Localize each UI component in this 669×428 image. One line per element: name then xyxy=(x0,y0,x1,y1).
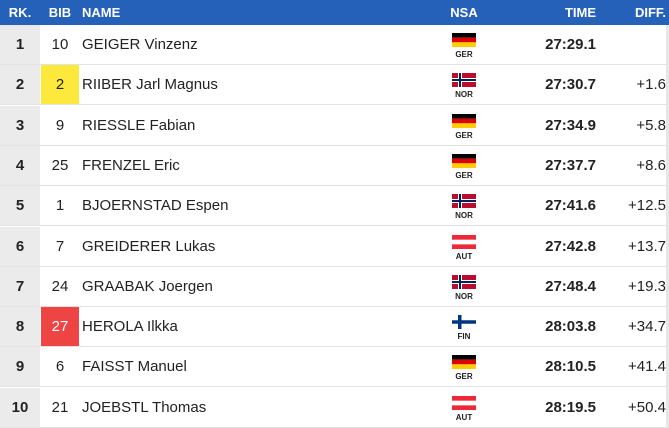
germany-flag-icon xyxy=(452,153,476,168)
table-row[interactable]: 9 6 FAISST Manuel GER 28:10.5 +41.4 xyxy=(0,347,669,388)
diff-cell: +50.4 xyxy=(628,398,666,416)
diff-cell: +12.5 xyxy=(628,197,666,215)
diff-cell: +41.4 xyxy=(628,358,666,376)
nsa-code: FIN xyxy=(457,332,471,342)
athlete-name[interactable]: HEROLA Ilkka xyxy=(82,318,178,336)
bib-cell: 6 xyxy=(55,358,65,376)
diff-cell: +1.6 xyxy=(636,76,666,94)
time-cell: 27:42.8 xyxy=(545,237,596,255)
time-cell: 27:37.7 xyxy=(545,156,596,174)
table-row[interactable]: 3 9 RIESSLE Fabian GER 27:34.9 +5.8 xyxy=(0,105,669,146)
rank-column-header[interactable]: RK. xyxy=(8,5,32,20)
bib-cell: 27 xyxy=(41,307,79,347)
austria-flag-icon xyxy=(452,234,476,249)
time-cell: 28:03.8 xyxy=(545,318,596,336)
germany-flag-icon xyxy=(452,33,476,47)
diff-cell: +8.6 xyxy=(636,156,666,174)
time-cell: 27:48.4 xyxy=(545,277,596,295)
rank-cell: 2 xyxy=(0,65,40,105)
table-row[interactable]: 6 7 GREIDERER Lukas AUT 27:42.8 +13.7 xyxy=(0,226,669,267)
rank-cell: 4 xyxy=(0,145,40,185)
nsa-code: NOR xyxy=(455,211,473,221)
bib-cell: 1 xyxy=(55,197,65,215)
table-header: RK. BIB NAME NSA TIME DIFF. xyxy=(0,0,669,25)
time-cell: 27:34.9 xyxy=(545,116,596,134)
bib-cell: 10 xyxy=(51,36,69,53)
time-cell: 28:10.5 xyxy=(545,358,596,376)
nsa-code: NOR xyxy=(455,90,473,100)
bib-cell: 25 xyxy=(51,156,69,174)
norway-flag-icon xyxy=(452,194,476,209)
finland-flag-icon xyxy=(452,315,476,330)
rank-cell: 6 xyxy=(0,226,40,266)
nsa-code: GER xyxy=(455,372,473,382)
bib-column-header[interactable]: BIB xyxy=(48,5,72,20)
time-cell: 27:29.1 xyxy=(545,36,596,53)
scrollbar-track[interactable] xyxy=(666,25,669,428)
table-row[interactable]: 4 25 FRENZEL Eric GER 27:37.7 +8.6 xyxy=(0,145,669,186)
athlete-name[interactable]: GREIDERER Lukas xyxy=(82,237,216,255)
athlete-name[interactable]: FAISST Manuel xyxy=(82,358,187,376)
diff-cell xyxy=(596,25,666,64)
table-row[interactable]: 10 21 JOEBSTL Thomas AUT 28:19.5 +50.4 xyxy=(0,387,669,428)
rank-cell: 7 xyxy=(0,266,40,306)
rank-cell: 1 xyxy=(0,25,40,64)
name-column-header[interactable]: NAME xyxy=(82,5,121,20)
athlete-name[interactable]: GEIGER Vinzenz xyxy=(82,36,198,53)
bib-cell: 21 xyxy=(51,398,69,416)
rank-cell: 5 xyxy=(0,186,40,226)
table-row[interactable]: 1 10 GEIGER Vinzenz GER 27:29.1 xyxy=(0,25,669,65)
diff-cell: +34.7 xyxy=(628,318,666,336)
table-row[interactable]: 7 24 GRAABAK Joergen NOR 27:48.4 +19.3 xyxy=(0,266,669,307)
rank-cell: 9 xyxy=(0,347,40,387)
austria-flag-icon xyxy=(452,395,476,410)
nsa-code: NOR xyxy=(455,291,473,301)
time-cell: 28:19.5 xyxy=(545,398,596,416)
diff-column-header[interactable]: DIFF. xyxy=(634,5,666,20)
norway-flag-icon xyxy=(452,274,476,289)
diff-cell: +13.7 xyxy=(628,237,666,255)
nsa-code: AUT xyxy=(455,251,473,261)
rank-cell: 8 xyxy=(0,307,40,347)
rank-cell: 10 xyxy=(0,387,40,427)
nsa-code: GER xyxy=(455,50,473,59)
table-row[interactable]: 2 2 RIIBER Jarl Magnus NOR 27:30.7 +1.6 xyxy=(0,65,669,106)
germany-flag-icon xyxy=(452,113,476,128)
bib-cell: 2 xyxy=(41,65,79,105)
athlete-name[interactable]: BJOERNSTAD Espen xyxy=(82,197,229,215)
time-cell: 27:30.7 xyxy=(545,76,596,94)
diff-cell: +19.3 xyxy=(628,277,666,295)
nsa-column-header[interactable]: NSA xyxy=(450,5,478,20)
athlete-name[interactable]: GRAABAK Joergen xyxy=(82,277,213,295)
rank-cell: 3 xyxy=(0,105,40,145)
nsa-code: GER xyxy=(455,170,473,180)
bib-cell: 9 xyxy=(55,116,65,134)
bib-cell: 7 xyxy=(55,237,65,255)
athlete-name[interactable]: JOEBSTL Thomas xyxy=(82,398,207,416)
table-row[interactable]: 8 27 HEROLA Ilkka FIN 28:03.8 +34.7 xyxy=(0,307,669,348)
athlete-name[interactable]: RIIBER Jarl Magnus xyxy=(82,76,218,94)
time-cell: 27:41.6 xyxy=(545,197,596,215)
table-row[interactable]: 5 1 BJOERNSTAD Espen NOR 27:41.6 +12.5 xyxy=(0,186,669,227)
time-column-header[interactable]: TIME xyxy=(564,5,596,20)
diff-cell: +5.8 xyxy=(636,116,666,134)
norway-flag-icon xyxy=(452,73,476,88)
athlete-name[interactable]: RIESSLE Fabian xyxy=(82,116,196,134)
athlete-name[interactable]: FRENZEL Eric xyxy=(82,156,180,174)
germany-flag-icon xyxy=(452,355,476,370)
bib-cell: 24 xyxy=(51,277,69,295)
nsa-code: AUT xyxy=(455,412,473,422)
nsa-code: GER xyxy=(455,130,473,140)
